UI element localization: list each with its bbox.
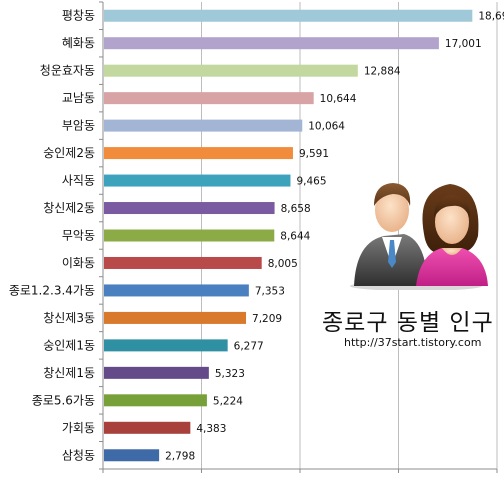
bar xyxy=(104,147,293,160)
bar xyxy=(104,394,207,407)
chart-bars xyxy=(104,9,473,462)
category-label: 혜화동 xyxy=(62,36,95,50)
category-label: 청운효자동 xyxy=(40,64,95,78)
category-label: 종로1.2.3.4가동 xyxy=(9,283,95,297)
bar xyxy=(104,311,247,324)
category-label: 숭인제2동 xyxy=(43,146,95,160)
category-label: 부암동 xyxy=(62,119,95,133)
value-label: 18,697 xyxy=(478,11,504,23)
category-label: 창신제3동 xyxy=(43,311,95,325)
value-label: 10,644 xyxy=(320,93,357,105)
value-label: 12,884 xyxy=(364,66,401,78)
chart-category-labels: 평창동혜화동청운효자동교남동부암동숭인제2동사직동창신제2동무악동이화동종로1.… xyxy=(9,9,95,463)
value-label: 17,001 xyxy=(445,38,482,50)
bar xyxy=(104,421,191,434)
bar xyxy=(104,174,291,187)
bar xyxy=(104,119,303,132)
value-label: 4,383 xyxy=(196,423,226,435)
value-label: 5,323 xyxy=(215,368,245,380)
bar xyxy=(104,37,439,50)
category-label: 이화동 xyxy=(62,256,95,270)
value-label: 9,465 xyxy=(296,176,326,188)
bar xyxy=(104,64,358,77)
bar xyxy=(104,256,262,269)
bar xyxy=(104,339,228,352)
value-label: 6,277 xyxy=(234,340,264,352)
value-label: 7,353 xyxy=(255,285,285,297)
category-label: 무악동 xyxy=(62,229,95,243)
value-label: 8,005 xyxy=(268,258,298,270)
value-label: 2,798 xyxy=(165,450,195,462)
bar xyxy=(104,9,473,22)
source-url: http://37start.tistory.com xyxy=(344,336,482,349)
category-label: 숭인제1동 xyxy=(43,338,95,352)
bar xyxy=(104,284,249,297)
bar xyxy=(104,449,160,462)
value-label: 10,064 xyxy=(308,121,345,133)
category-label: 삼청동 xyxy=(62,448,95,462)
category-label: 평창동 xyxy=(62,9,95,23)
chart-title: 종로구 동별 인구 xyxy=(322,310,494,336)
bar xyxy=(104,92,314,105)
people-icon xyxy=(350,183,488,290)
category-label: 창신제2동 xyxy=(43,201,95,215)
category-label: 교남동 xyxy=(62,91,95,105)
bar xyxy=(104,229,275,242)
category-label: 가회동 xyxy=(62,421,95,435)
value-label: 8,644 xyxy=(280,231,310,243)
value-label: 8,658 xyxy=(281,203,311,215)
category-label: 창신제1동 xyxy=(43,366,95,380)
value-label: 5,224 xyxy=(213,395,243,407)
bar xyxy=(104,366,209,379)
title-overlay: 종로구 동별 인구 http://37start.tistory.com xyxy=(318,170,504,360)
chart-value-labels: 18,697 17,001 12,884 10,644 10,064 9,591 9,465… xyxy=(165,11,504,463)
value-label: 7,209 xyxy=(252,313,282,325)
value-label: 9,591 xyxy=(299,148,329,160)
category-label: 종로5.6가동 xyxy=(32,393,95,407)
category-label: 사직동 xyxy=(62,174,95,188)
bar xyxy=(104,202,275,215)
chart-axis xyxy=(99,1,498,473)
